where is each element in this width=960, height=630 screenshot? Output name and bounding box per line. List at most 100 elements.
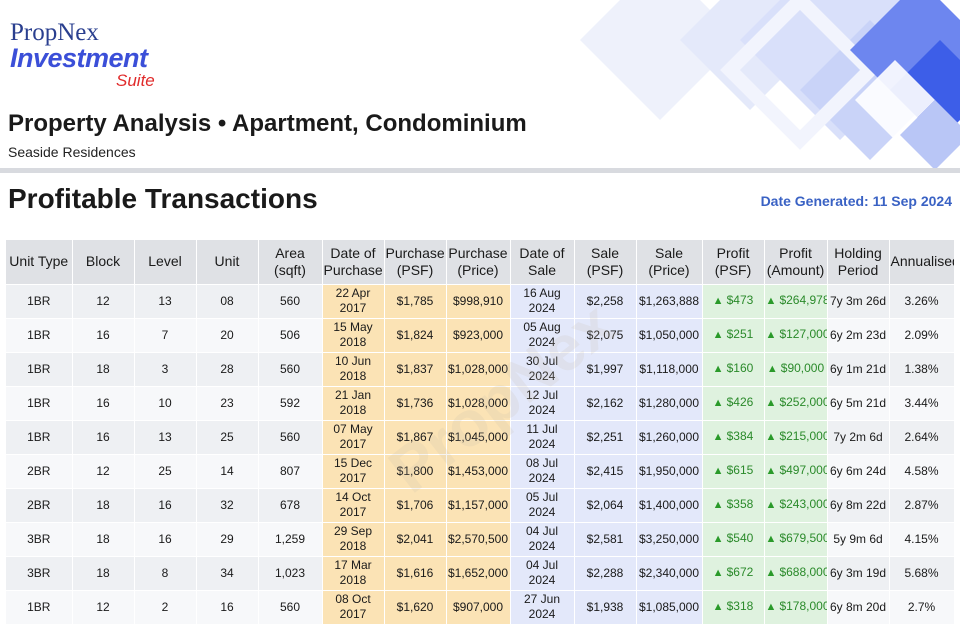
table-cell: 30 Jul 2024 bbox=[510, 351, 575, 386]
column-header: Level bbox=[134, 240, 197, 284]
up-arrow-icon: ▲ bbox=[765, 465, 780, 477]
table-cell: 23 bbox=[196, 385, 259, 420]
column-header: Annualised bbox=[889, 240, 954, 284]
column-header: Holding Period bbox=[827, 240, 890, 284]
table-cell: 08 Jul 2024 bbox=[510, 453, 575, 488]
table-cell: $1,867 bbox=[384, 419, 447, 454]
table-cell: 12 bbox=[72, 283, 135, 318]
up-arrow-icon: ▲ bbox=[712, 601, 727, 614]
table-cell: $2,570,500 bbox=[446, 521, 511, 556]
table-cell: $1,620 bbox=[384, 589, 447, 624]
transactions-table: Unit Type Block Level Unit Area (sqft) Date o… bbox=[6, 240, 954, 624]
table-cell: 560 bbox=[258, 283, 323, 318]
table-cell: $1,453,000 bbox=[446, 453, 511, 488]
table-cell: 18 bbox=[72, 555, 135, 590]
column-header: Profit (Amount) bbox=[764, 240, 828, 284]
profit-value: $540 bbox=[726, 531, 754, 545]
table-cell: 560 bbox=[258, 351, 323, 386]
table-row: 1BR 18 3 28 560 10 Jun 2018 $1,837 $1,028,000 30… bbox=[6, 351, 954, 386]
table-cell: 4.58% bbox=[889, 453, 954, 488]
table-cell: $1,118,000 bbox=[636, 351, 703, 386]
table-cell: 560 bbox=[258, 589, 323, 624]
report-header: PropNex Investment Suite Property Analys… bbox=[0, 0, 960, 168]
table-cell: $1,260,000 bbox=[636, 419, 703, 454]
column-header: Area (sqft) bbox=[258, 240, 323, 284]
table-cell: 18 bbox=[72, 351, 135, 386]
profit-value: $679,500 bbox=[779, 531, 827, 545]
table-cell: 25 bbox=[196, 419, 259, 454]
table-row: 2BR 12 25 14 807 15 Dec 2017 $1,800 $1,453,000 0… bbox=[6, 453, 954, 488]
table-cell: 3BR bbox=[6, 555, 73, 590]
up-arrow-icon: ▲ bbox=[765, 431, 780, 443]
table-cell: 4.15% bbox=[889, 521, 954, 556]
table-cell: 2BR bbox=[6, 453, 73, 488]
table-header-row: Unit Type Block Level Unit Area (sqft) Date o… bbox=[6, 240, 954, 284]
table-row: 1BR 12 2 16 560 08 Oct 2017 $1,620 $907,000 27 J… bbox=[6, 589, 954, 624]
table-cell: 8 bbox=[134, 555, 197, 590]
up-arrow-icon: ▲ bbox=[712, 533, 727, 545]
table-cell: $1,785 bbox=[384, 283, 447, 318]
table-cell: ▲ $90,000 bbox=[764, 351, 828, 386]
column-header: Sale (Price) bbox=[636, 240, 703, 284]
table-cell: 1,023 bbox=[258, 555, 323, 590]
table-cell: 807 bbox=[258, 453, 323, 488]
table-cell: 1,259 bbox=[258, 521, 323, 556]
table-cell: ▲ $251 bbox=[702, 317, 765, 352]
table-cell: 560 bbox=[258, 419, 323, 454]
table-cell: 2.64% bbox=[889, 419, 954, 454]
table-cell: 7 bbox=[134, 317, 197, 352]
table-cell: 7y 2m 6d bbox=[827, 419, 890, 454]
table-cell: $2,041 bbox=[384, 521, 447, 556]
profit-value: $473 bbox=[726, 293, 754, 307]
column-header: Purchase (Price) bbox=[446, 240, 511, 284]
table-cell: 6y 1m 21d bbox=[827, 351, 890, 386]
table-cell: 32 bbox=[196, 487, 259, 522]
table-cell: ▲ $215,000 bbox=[764, 419, 828, 454]
table-cell: 1BR bbox=[6, 317, 73, 352]
table-cell: 5.68% bbox=[889, 555, 954, 590]
table-cell: $1,280,000 bbox=[636, 385, 703, 420]
table-cell: 13 bbox=[134, 419, 197, 454]
page-subtitle: Seaside Residences bbox=[8, 144, 136, 160]
table-cell: $2,581 bbox=[574, 521, 637, 556]
transactions-table-wrap: Unit Type Block Level Unit Area (sqft) Date o… bbox=[6, 240, 954, 626]
table-body: 1BR 12 13 08 560 22 Apr 2017 $1,785 $998,910 16 … bbox=[6, 283, 954, 624]
up-arrow-icon: ▲ bbox=[765, 329, 780, 341]
table-cell: 11 Jul 2024 bbox=[510, 419, 575, 454]
profit-value: $426 bbox=[726, 395, 754, 409]
table-cell: 25 bbox=[134, 453, 197, 488]
profit-value: $90,000 bbox=[780, 361, 825, 375]
table-cell: $1,837 bbox=[384, 351, 447, 386]
table-cell: $1,028,000 bbox=[446, 385, 511, 420]
table-cell: 14 Oct 2017 bbox=[322, 487, 385, 522]
table-cell: 3.44% bbox=[889, 385, 954, 420]
profit-value: $243,000 bbox=[779, 497, 827, 511]
table-cell: $907,000 bbox=[446, 589, 511, 624]
table-cell: 10 bbox=[134, 385, 197, 420]
profit-value: $264,978 bbox=[779, 293, 827, 307]
table-cell: ▲ $426 bbox=[702, 385, 765, 420]
table-cell: 592 bbox=[258, 385, 323, 420]
profit-value: $497,000 bbox=[779, 463, 827, 477]
table-cell: 16 bbox=[134, 521, 197, 556]
table-cell: 6y 6m 24d bbox=[827, 453, 890, 488]
table-cell: 18 bbox=[72, 487, 135, 522]
table-row: 2BR 18 16 32 678 14 Oct 2017 $1,706 $1,157,000 0… bbox=[6, 487, 954, 522]
table-cell: ▲ $318 bbox=[702, 589, 765, 624]
table-cell: $2,251 bbox=[574, 419, 637, 454]
up-arrow-icon: ▲ bbox=[712, 363, 727, 375]
column-header: Date of Sale bbox=[510, 240, 575, 284]
table-cell: $1,616 bbox=[384, 555, 447, 590]
table-cell: 2.7% bbox=[889, 589, 954, 624]
decorative-diamond-pattern bbox=[580, 0, 960, 168]
table-cell: $1,157,000 bbox=[446, 487, 511, 522]
table-cell: 07 May 2017 bbox=[322, 419, 385, 454]
date-generated: Date Generated: 11 Sep 2024 bbox=[760, 193, 952, 209]
table-cell: $1,824 bbox=[384, 317, 447, 352]
table-cell: ▲ $160 bbox=[702, 351, 765, 386]
table-cell: 05 Aug 2024 bbox=[510, 317, 575, 352]
table-cell: $2,075 bbox=[574, 317, 637, 352]
profit-value: $127,000 bbox=[779, 327, 827, 341]
table-cell: 2.87% bbox=[889, 487, 954, 522]
table-cell: 6y 8m 22d bbox=[827, 487, 890, 522]
